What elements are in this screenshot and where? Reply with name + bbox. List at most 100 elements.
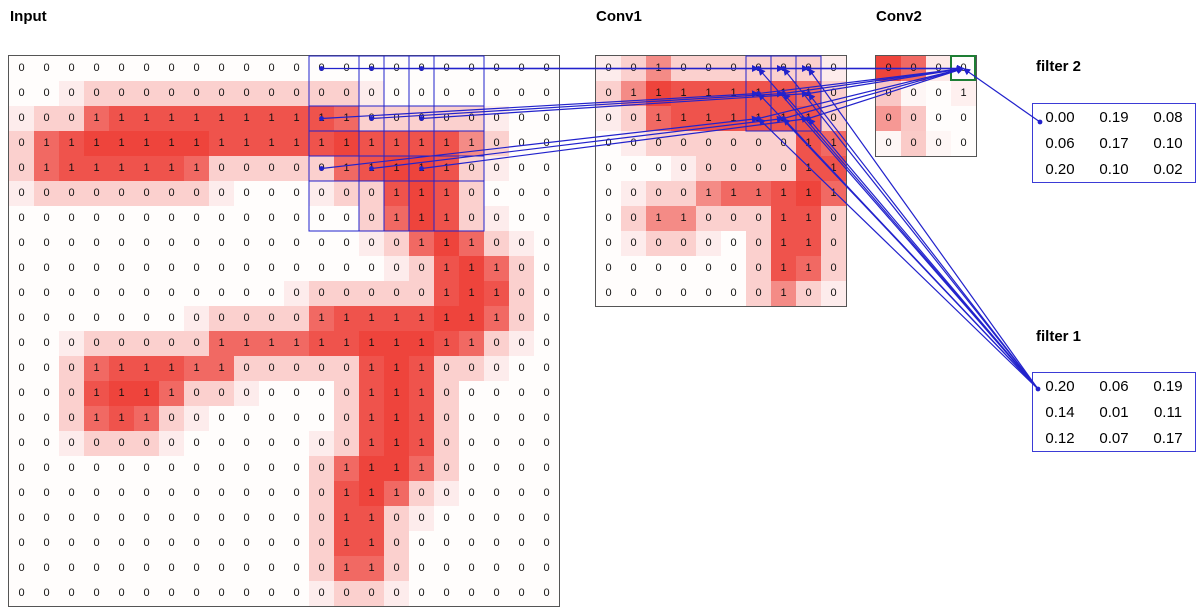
grid-cell[interactable]: 0	[821, 106, 846, 131]
grid-cell[interactable]: 0	[143, 487, 150, 499]
grid-cell[interactable]: 0	[518, 512, 525, 524]
grid-cell[interactable]: 0	[268, 287, 275, 299]
grid-cell[interactable]: 0	[43, 387, 50, 399]
grid-cell[interactable]: 0	[343, 237, 350, 249]
grid-cell[interactable]: 0	[671, 231, 696, 256]
grid-cell[interactable]: 1	[109, 106, 134, 131]
grid-cell[interactable]: 0	[168, 212, 175, 224]
grid-cell[interactable]: 1	[384, 356, 409, 381]
grid-cell[interactable]: 1	[309, 106, 334, 131]
grid-cell[interactable]: 1	[309, 131, 334, 156]
grid-cell[interactable]: 0	[18, 212, 25, 224]
grid-cell[interactable]: 1	[84, 356, 109, 381]
grid-cell[interactable]: 0	[493, 87, 500, 99]
grid-cell[interactable]: 0	[193, 237, 200, 249]
grid-cell[interactable]: 0	[543, 337, 550, 349]
grid-cell[interactable]: 0	[459, 356, 484, 381]
grid-cell[interactable]: 0	[409, 106, 434, 131]
grid-cell[interactable]: 0	[118, 537, 125, 549]
grid-cell[interactable]: 1	[234, 331, 259, 356]
grid-cell[interactable]: 0	[293, 512, 300, 524]
grid-cell[interactable]: 0	[18, 62, 25, 74]
grid-cell[interactable]: 0	[596, 106, 621, 131]
grid-cell[interactable]: 0	[318, 237, 325, 249]
grid-cell[interactable]: 0	[218, 512, 225, 524]
grid-cell[interactable]: 1	[334, 456, 359, 481]
grid-cell[interactable]: 1	[434, 206, 459, 231]
grid-cell[interactable]: 0	[168, 537, 175, 549]
grid-cell[interactable]: 1	[359, 531, 384, 556]
grid-cell[interactable]: 1	[184, 156, 209, 181]
grid-cell[interactable]: 1	[671, 206, 696, 231]
grid-cell[interactable]: 0	[309, 156, 334, 181]
grid-cell[interactable]: 0	[721, 206, 746, 231]
grid-cell[interactable]: 0	[68, 462, 75, 474]
grid-cell[interactable]: 0	[434, 406, 459, 431]
grid-cell[interactable]: 1	[646, 206, 671, 231]
grid-cell[interactable]: 0	[234, 381, 259, 406]
grid-cell[interactable]: 0	[484, 206, 509, 231]
grid-cell[interactable]: 0	[384, 581, 409, 606]
grid-cell[interactable]: 0	[409, 506, 434, 531]
grid-cell[interactable]: 0	[293, 212, 300, 224]
grid-cell[interactable]: 1	[234, 131, 259, 156]
grid-cell[interactable]: 0	[418, 537, 425, 549]
grid-cell[interactable]: 0	[118, 237, 125, 249]
grid-cell[interactable]: 0	[68, 212, 75, 224]
grid-cell[interactable]: 1	[796, 106, 821, 131]
grid-cell[interactable]: 0	[696, 206, 721, 231]
grid-cell[interactable]: 0	[18, 287, 25, 299]
grid-cell[interactable]: 0	[493, 487, 500, 499]
grid-cell[interactable]: 0	[630, 162, 637, 174]
grid-cell[interactable]: 1	[796, 206, 821, 231]
grid-cell[interactable]: 1	[409, 181, 434, 206]
grid-cell[interactable]: 0	[746, 156, 771, 181]
grid-cell[interactable]: 0	[193, 462, 200, 474]
grid-cell[interactable]: 0	[605, 137, 612, 149]
grid-cell[interactable]: 0	[518, 87, 525, 99]
grid-cell[interactable]: 0	[9, 106, 34, 131]
grid-cell[interactable]: 0	[730, 262, 737, 274]
grid-cell[interactable]: 0	[18, 437, 25, 449]
grid-cell[interactable]: 1	[309, 306, 334, 331]
grid-cell[interactable]: 0	[393, 87, 400, 99]
grid-cell[interactable]: 1	[459, 281, 484, 306]
grid-cell[interactable]: 0	[193, 62, 200, 74]
grid-cell[interactable]: 0	[459, 181, 484, 206]
grid-cell[interactable]: 1	[334, 106, 359, 131]
grid-cell[interactable]: 0	[960, 112, 967, 124]
grid-cell[interactable]: 1	[771, 281, 796, 306]
grid-cell[interactable]: 0	[821, 281, 846, 306]
grid-cell[interactable]: 0	[696, 56, 721, 81]
grid-cell[interactable]: 1	[59, 131, 84, 156]
grid-cell[interactable]: 1	[309, 331, 334, 356]
grid-cell[interactable]: 0	[359, 181, 384, 206]
grid-cell[interactable]: 0	[796, 56, 821, 81]
grid-cell[interactable]: 0	[68, 262, 75, 274]
grid-cell[interactable]: 0	[118, 487, 125, 499]
grid-cell[interactable]: 1	[34, 131, 59, 156]
grid-cell[interactable]: 0	[468, 462, 475, 474]
grid-cell[interactable]: 0	[309, 481, 334, 506]
grid-cell[interactable]: 0	[59, 331, 84, 356]
grid-cell[interactable]: 0	[243, 412, 250, 424]
grid-cell[interactable]: 0	[409, 256, 434, 281]
grid-cell[interactable]: 1	[134, 356, 159, 381]
grid-cell[interactable]: 0	[184, 381, 209, 406]
grid-cell[interactable]: 0	[359, 581, 384, 606]
grid-cell[interactable]: 0	[43, 487, 50, 499]
grid-cell[interactable]: 0	[159, 431, 184, 456]
grid-cell[interactable]: 0	[901, 131, 926, 156]
grid-cell[interactable]: 1	[646, 56, 671, 81]
grid-cell[interactable]: 0	[18, 362, 25, 374]
grid-cell[interactable]: 0	[143, 62, 150, 74]
grid-cell[interactable]: 0	[209, 181, 234, 206]
grid-cell[interactable]: 1	[646, 106, 671, 131]
grid-cell[interactable]: 1	[434, 256, 459, 281]
grid-cell[interactable]: 0	[18, 237, 25, 249]
grid-cell[interactable]: 0	[318, 262, 325, 274]
grid-cell[interactable]: 0	[334, 81, 359, 106]
grid-cell[interactable]: 0	[9, 181, 34, 206]
grid-cell[interactable]: 1	[334, 531, 359, 556]
grid-cell[interactable]: 0	[468, 87, 475, 99]
